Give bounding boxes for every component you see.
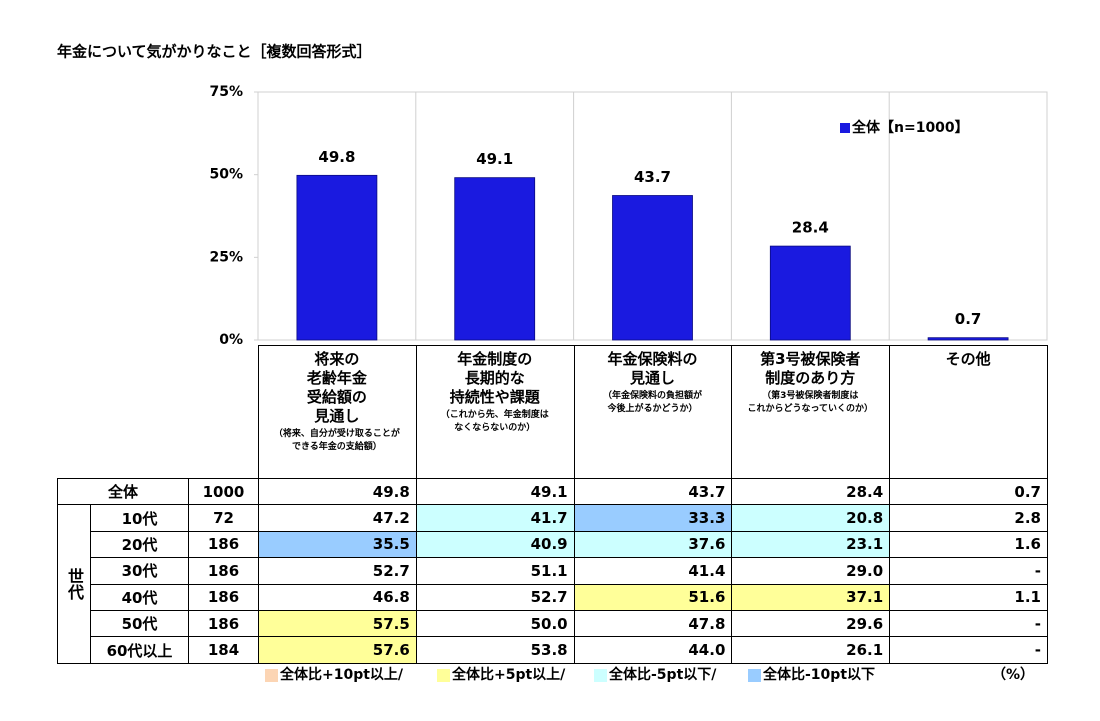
table-value: 41.4 xyxy=(573,557,733,585)
data-label: 28.4 xyxy=(792,219,829,237)
table-value: 46.8 xyxy=(258,583,417,611)
table-value: 49.8 xyxy=(258,478,417,506)
category-note: （これから先、年金制度は なくならないのか） xyxy=(440,410,549,433)
legend-label: 全体比-10pt以下 xyxy=(763,667,876,683)
group-label: 世代 xyxy=(57,504,91,664)
bar xyxy=(927,337,1009,341)
table-value: 50.0 xyxy=(415,610,575,638)
legend-swatch xyxy=(840,123,850,133)
table-value: 47.2 xyxy=(258,504,417,532)
row-n: 1000 xyxy=(188,478,259,506)
table-value: 53.8 xyxy=(415,636,575,664)
table-value: 26.1 xyxy=(731,636,891,664)
category-label: その他 xyxy=(945,350,991,368)
y-tick-label: 50% xyxy=(209,167,243,183)
table-value: 41.7 xyxy=(415,504,575,532)
row-n: 186 xyxy=(188,610,259,638)
legend-label: 全体比+5pt以上/ xyxy=(452,667,566,683)
row-label: 40代 xyxy=(90,583,189,611)
bar xyxy=(769,245,851,341)
y-tick-label: 25% xyxy=(209,249,243,265)
table-value: 1.6 xyxy=(889,530,1048,559)
legend-swatch xyxy=(594,669,607,682)
table-value: 2.8 xyxy=(889,504,1048,532)
table-value: 28.4 xyxy=(731,478,891,506)
table-value: 37.6 xyxy=(573,530,733,559)
category-label: 年金保険料の 見通し xyxy=(607,350,698,387)
row-n: 184 xyxy=(188,636,259,664)
category-note: （第3号被保険者制度は これからどうなっていくのか） xyxy=(747,391,874,414)
data-label: 0.7 xyxy=(955,310,982,328)
category-separator xyxy=(415,345,417,479)
table-value: - xyxy=(889,636,1048,664)
table-value: 29.6 xyxy=(731,610,891,638)
category-label: 将来の 老齢年金 受給額の 見通し xyxy=(306,350,367,425)
row-n: 186 xyxy=(188,583,259,611)
chart-title: 年金について気がかりなこと［複数回答形式］ xyxy=(57,43,372,61)
bar xyxy=(612,195,693,341)
legend-swatch xyxy=(265,669,278,682)
table-value: 40.9 xyxy=(415,530,575,559)
data-label: 49.8 xyxy=(318,148,355,166)
table-value: 23.1 xyxy=(731,530,891,559)
legend-label: 全体比-5pt以下/ xyxy=(609,667,717,683)
category-note: （年金保険料の負担額が 今後上がるかどうか） xyxy=(602,391,702,414)
category-separator xyxy=(731,345,733,479)
table-value: 57.6 xyxy=(258,636,417,664)
table-value: 33.3 xyxy=(573,504,733,532)
bar xyxy=(296,174,378,341)
legend-swatch xyxy=(437,669,450,682)
table-value: 47.8 xyxy=(573,610,733,638)
table-value: 29.0 xyxy=(731,557,891,585)
row-n: 186 xyxy=(188,530,259,559)
table-value: 52.7 xyxy=(415,583,575,611)
row-label: 50代 xyxy=(90,610,189,638)
table-value: 20.8 xyxy=(731,504,891,532)
y-tick-label: 75% xyxy=(209,84,243,100)
y-tick-label: 0% xyxy=(219,332,243,348)
table-value: - xyxy=(889,557,1048,585)
table-value: 1.1 xyxy=(889,583,1048,611)
bar xyxy=(454,177,536,341)
table-value: 51.6 xyxy=(573,583,733,611)
category-separator xyxy=(889,345,891,479)
table-value: 43.7 xyxy=(573,478,733,506)
legend-swatch xyxy=(748,669,761,682)
table-value: 49.1 xyxy=(415,478,575,506)
table-value: 37.1 xyxy=(731,583,891,611)
data-label: 43.7 xyxy=(634,168,671,186)
table-value: 44.0 xyxy=(573,636,733,664)
data-label: 49.1 xyxy=(476,150,513,168)
row-label: 30代 xyxy=(90,557,189,585)
table-value: 0.7 xyxy=(889,478,1048,506)
table-value: 57.5 xyxy=(258,610,417,638)
category-note: （将来、自分が受け取ることが できる年金の支給額） xyxy=(273,429,400,452)
table-value: 52.7 xyxy=(258,557,417,585)
category-label: 年金制度の 長期的な 持続性や課題 xyxy=(449,350,540,406)
row-label: 10代 xyxy=(90,504,189,532)
unit-label: （%） xyxy=(992,667,1035,683)
category-label: 第3号被保険者 制度のあり方 xyxy=(760,350,861,387)
legend-label: 全体比+10pt以上/ xyxy=(280,667,404,683)
row-label: 60代以上 xyxy=(90,636,189,664)
table-value: 35.5 xyxy=(258,530,417,559)
category-separator xyxy=(573,345,575,479)
row-n: 72 xyxy=(188,504,259,532)
row-n: 186 xyxy=(188,557,259,585)
table-value: - xyxy=(889,610,1048,638)
table-value: 51.1 xyxy=(415,557,575,585)
legend-label: 全体【n=1000】 xyxy=(851,119,969,136)
row-label: 20代 xyxy=(90,530,189,559)
row-label: 全体 xyxy=(57,478,189,506)
